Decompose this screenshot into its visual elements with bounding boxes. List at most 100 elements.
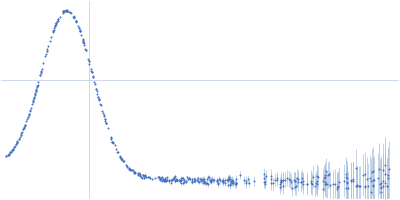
Point [293,184,300,188]
Point [365,184,372,187]
Point [227,183,233,187]
Point [16,137,22,140]
Point [309,182,315,186]
Point [353,184,359,188]
Point [142,173,149,176]
Point [81,43,88,46]
Point [146,176,153,179]
Point [80,40,86,44]
Point [54,19,60,23]
Point [350,178,356,181]
Point [10,148,16,151]
Point [350,179,357,182]
Point [20,126,27,129]
Point [174,179,180,182]
Point [280,178,286,181]
Point [99,109,106,112]
Point [118,157,125,160]
Point [184,177,191,180]
Point [147,176,154,179]
Point [50,29,57,32]
Point [180,179,187,182]
Point [11,146,18,149]
Point [374,176,381,180]
Point [26,112,32,115]
Point [68,11,75,14]
Point [50,29,56,33]
Point [43,53,49,56]
Point [278,181,284,184]
Point [360,173,366,177]
Point [97,103,104,106]
Point [314,176,321,179]
Point [78,33,84,36]
Point [376,182,383,185]
Point [18,133,24,137]
Point [168,178,174,181]
Point [52,25,58,28]
Point [72,19,79,22]
Point [262,180,268,183]
Point [180,177,186,180]
Point [55,17,62,21]
Point [246,181,253,184]
Point [208,179,215,182]
Point [312,184,319,188]
Point [14,141,20,144]
Point [176,178,182,181]
Point [25,113,32,117]
Point [124,165,130,168]
Point [160,178,166,181]
Point [130,170,137,174]
Point [242,179,249,182]
Point [322,170,329,173]
Point [172,178,179,181]
Point [85,57,92,61]
Point [19,130,25,133]
Point [51,26,57,29]
Point [90,75,96,78]
Point [166,178,172,181]
Point [55,18,61,21]
Point [93,87,100,91]
Point [16,135,23,138]
Point [220,179,226,182]
Point [8,151,14,154]
Point [50,30,56,33]
Point [37,73,43,76]
Point [201,180,207,183]
Point [378,186,384,189]
Point [80,39,86,43]
Point [6,152,12,155]
Point [226,177,232,180]
Point [228,181,234,184]
Point [123,164,130,167]
Point [200,177,206,180]
Point [181,179,187,182]
Point [60,10,67,13]
Point [215,182,222,185]
Point [8,150,14,153]
Point [14,140,20,143]
Point [326,173,332,176]
Point [344,181,350,184]
Point [103,122,110,125]
Point [178,182,185,185]
Point [88,70,95,74]
Point [26,110,33,113]
Point [24,115,31,118]
Point [186,177,192,180]
Point [268,182,274,185]
Point [62,10,69,13]
Point [183,176,190,179]
Point [13,142,19,145]
Point [214,178,220,182]
Point [52,23,58,27]
Point [56,15,63,18]
Point [172,178,179,181]
Point [96,98,102,102]
Point [195,179,201,182]
Point [126,166,132,169]
Point [228,179,234,182]
Point [161,179,167,183]
